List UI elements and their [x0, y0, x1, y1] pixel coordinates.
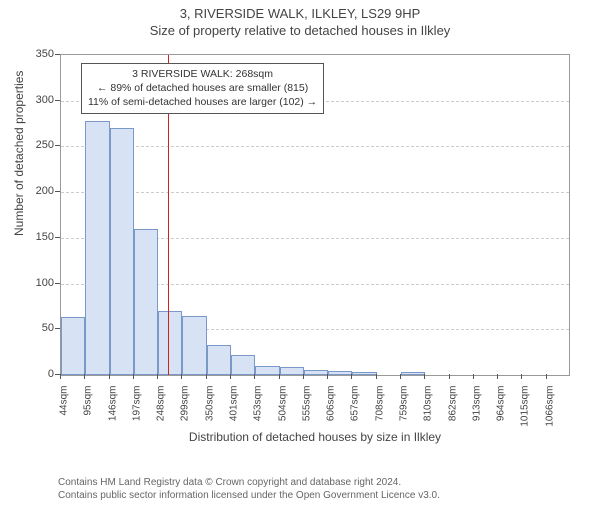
xaxis-tick-label: 862sqm [447, 386, 458, 436]
chart-title: 3, RIVERSIDE WALK, ILKLEY, LS29 9HP [0, 6, 600, 21]
histogram-bar [158, 311, 182, 375]
annotation-line1: 3 RIVERSIDE WALK: 268sqm [88, 67, 317, 81]
gridline [61, 192, 569, 193]
yaxis-tick [55, 145, 60, 146]
plot-area: 3 RIVERSIDE WALK: 268sqm ← 89% of detach… [60, 54, 570, 376]
footer-attribution: Contains HM Land Registry data © Crown c… [58, 476, 440, 502]
yaxis-tick-label: 100 [24, 277, 54, 289]
yaxis-tick [55, 283, 60, 284]
annotation-box: 3 RIVERSIDE WALK: 268sqm ← 89% of detach… [81, 63, 324, 114]
histogram-bar [134, 229, 158, 375]
xaxis-tick [546, 374, 547, 379]
xaxis-tick [473, 374, 474, 379]
histogram-bar [207, 345, 231, 375]
xaxis-tick-label: 964sqm [496, 386, 507, 436]
xaxis-tick [400, 374, 401, 379]
xaxis-tick [449, 374, 450, 379]
xaxis-tick [84, 374, 85, 379]
yaxis-tick-label: 350 [24, 48, 54, 60]
xaxis-tick [157, 374, 158, 379]
footer-line1: Contains HM Land Registry data © Crown c… [58, 476, 440, 489]
xaxis-tick-label: 146sqm [107, 386, 118, 436]
xaxis-tick [327, 374, 328, 379]
yaxis-tick [55, 237, 60, 238]
xaxis-tick-label: 708sqm [374, 386, 385, 436]
histogram-bar [110, 128, 134, 375]
footer-line2: Contains public sector information licen… [58, 489, 440, 502]
histogram-bar [328, 371, 352, 375]
xaxis-tick-label: 606sqm [326, 386, 337, 436]
histogram-bar [85, 121, 109, 375]
xaxis-tick-label: 759sqm [399, 386, 410, 436]
yaxis-tick [55, 328, 60, 329]
xaxis-tick [133, 374, 134, 379]
xaxis-tick-label: 555sqm [301, 386, 312, 436]
yaxis-tick-label: 150 [24, 231, 54, 243]
xaxis-tick-label: 197sqm [131, 386, 142, 436]
yaxis-tick-label: 50 [24, 322, 54, 334]
histogram-bar [231, 355, 255, 375]
xaxis-tick-label: 913sqm [471, 386, 482, 436]
xaxis-title: Distribution of detached houses by size … [60, 430, 570, 444]
xaxis-tick [376, 374, 377, 379]
xaxis-tick-label: 453sqm [253, 386, 264, 436]
histogram-bar [61, 317, 85, 375]
xaxis-tick [303, 374, 304, 379]
histogram-bar [182, 316, 206, 375]
xaxis-tick-label: 810sqm [423, 386, 434, 436]
histogram-bar [352, 372, 376, 375]
yaxis-tick [55, 54, 60, 55]
xaxis-tick-label: 248sqm [156, 386, 167, 436]
xaxis-tick [181, 374, 182, 379]
chart-subtitle: Size of property relative to detached ho… [0, 23, 600, 38]
annotation-line2: ← 89% of detached houses are smaller (81… [88, 81, 317, 95]
xaxis-tick [279, 374, 280, 379]
xaxis-tick-label: 44sqm [59, 386, 70, 436]
yaxis-tick-label: 0 [24, 368, 54, 380]
xaxis-tick [351, 374, 352, 379]
xaxis-tick [60, 374, 61, 379]
xaxis-tick [109, 374, 110, 379]
xaxis-tick-label: 504sqm [277, 386, 288, 436]
histogram-bar [304, 370, 328, 375]
yaxis-tick-label: 300 [24, 94, 54, 106]
xaxis-tick-label: 1015sqm [520, 386, 531, 436]
histogram-bar [280, 367, 304, 375]
xaxis-tick-label: 299sqm [180, 386, 191, 436]
xaxis-tick [497, 374, 498, 379]
histogram-bar [255, 366, 279, 375]
gridline [61, 146, 569, 147]
yaxis-tick-label: 250 [24, 139, 54, 151]
xaxis-tick [206, 374, 207, 379]
xaxis-tick [230, 374, 231, 379]
plot-container: 3 RIVERSIDE WALK: 268sqm ← 89% of detach… [60, 54, 570, 374]
xaxis-tick [521, 374, 522, 379]
xaxis-tick-label: 401sqm [229, 386, 240, 436]
histogram-bar [401, 372, 425, 375]
xaxis-tick-label: 95sqm [83, 386, 94, 436]
yaxis-tick [55, 100, 60, 101]
xaxis-tick-label: 350sqm [204, 386, 215, 436]
xaxis-tick [424, 374, 425, 379]
yaxis-tick-label: 200 [24, 185, 54, 197]
annotation-line3: 11% of semi-detached houses are larger (… [88, 95, 317, 109]
yaxis-tick [55, 191, 60, 192]
xaxis-tick [254, 374, 255, 379]
xaxis-tick-label: 657sqm [350, 386, 361, 436]
xaxis-tick-label: 1066sqm [544, 386, 555, 436]
